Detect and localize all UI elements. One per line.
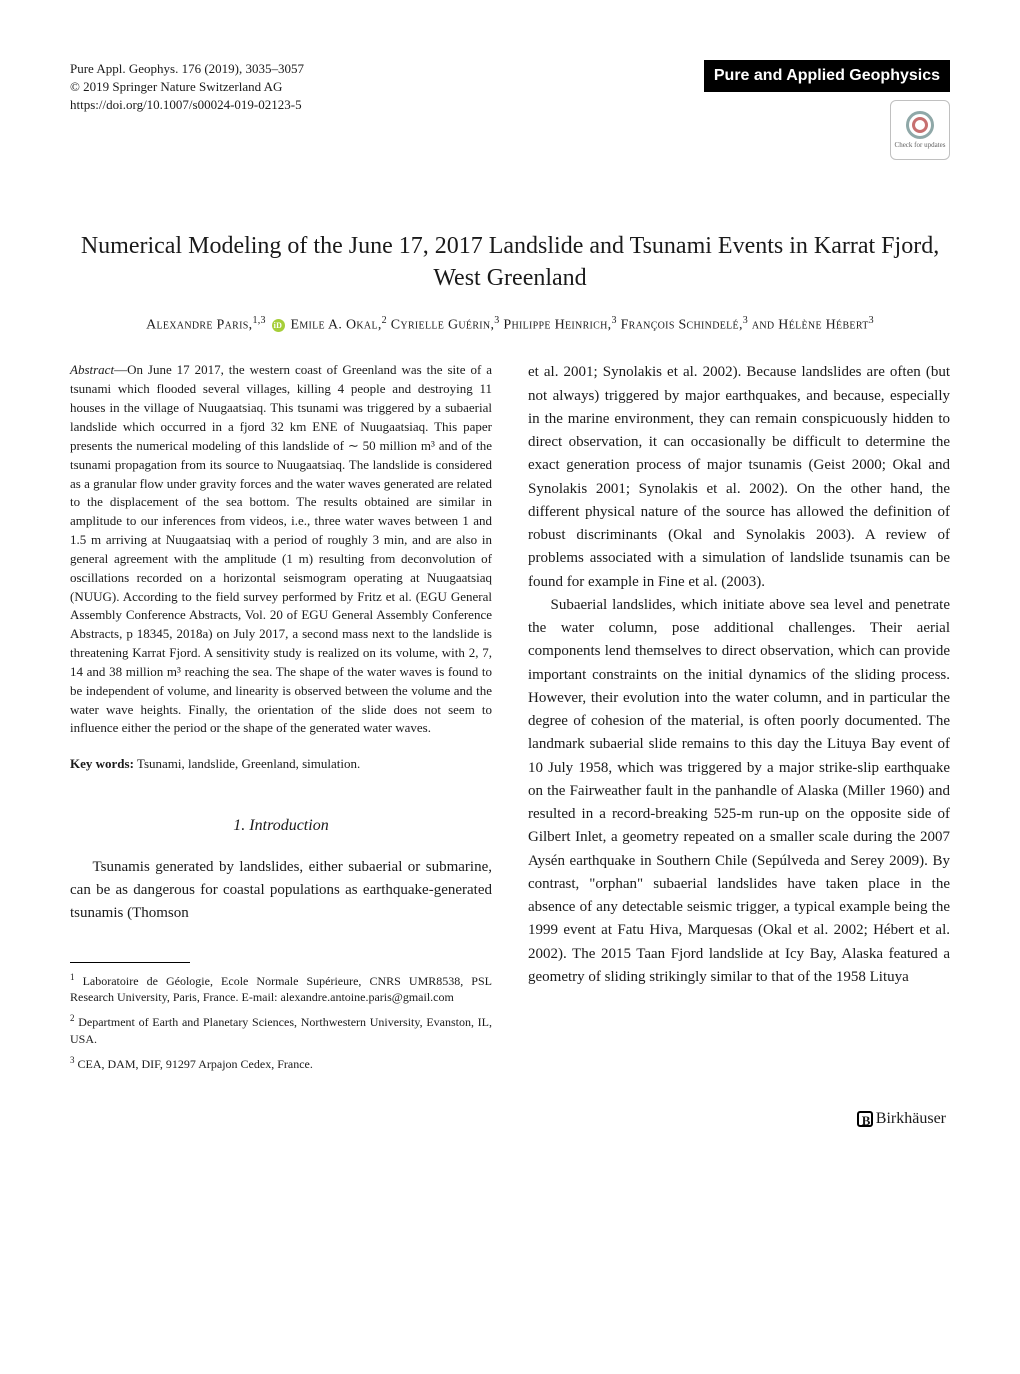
affiliation-ref: 3: [494, 315, 499, 326]
journal-meta-right: Pure and Applied Geophysics Check for up…: [704, 60, 950, 160]
footnote-text: Department of Earth and Planetary Scienc…: [70, 1015, 492, 1046]
keywords-text: Tsunami, landslide, Greenland, simulatio…: [134, 756, 360, 771]
doi-link[interactable]: https://doi.org/10.1007/s00024-019-02123…: [70, 96, 304, 114]
abstract-text: —On June 17 2017, the western coast of G…: [70, 362, 492, 735]
affiliation-ref: 2: [382, 315, 387, 326]
abstract-label: Abstract: [70, 362, 114, 377]
intro-paragraph-1: Tsunamis generated by landslides, either…: [70, 856, 492, 926]
left-column: Abstract—On June 17 2017, the western co…: [70, 361, 492, 1078]
journal-title: Pure and Applied Geophysics: [704, 60, 950, 92]
footnote-marker: 3: [70, 1055, 75, 1065]
orcid-icon[interactable]: [272, 319, 285, 332]
birkhauser-icon: [857, 1111, 873, 1127]
affiliation-ref: 3: [869, 315, 874, 326]
keywords-label: Key words:: [70, 756, 134, 771]
publisher-name: Birkhäuser: [876, 1110, 946, 1127]
affiliation-ref: 3: [743, 315, 748, 326]
footnote-marker: 1: [70, 972, 75, 982]
footnote-separator: [70, 962, 190, 963]
author: Philippe Heinrich,: [503, 317, 611, 332]
article-title: Numerical Modeling of the June 17, 2017 …: [70, 230, 950, 295]
author-and: and: [752, 317, 775, 332]
keywords: Key words: Tsunami, landslide, Greenland…: [70, 754, 492, 774]
footnote-marker: 2: [70, 1013, 75, 1023]
journal-reference: Pure Appl. Geophys. 176 (2019), 3035–305…: [70, 60, 304, 78]
affiliation-footnote: 1 Laboratoire de Géologie, Ecole Normale…: [70, 971, 492, 1007]
affiliation-footnote: 2 Department of Earth and Planetary Scie…: [70, 1012, 492, 1048]
footnote-text: CEA, DAM, DIF, 91297 Arpajon Cedex, Fran…: [78, 1057, 313, 1071]
crossmark-label: Check for updates: [895, 142, 946, 150]
section-heading-introduction: 1. Introduction: [70, 814, 492, 838]
crossmark-badge[interactable]: Check for updates: [890, 100, 950, 160]
intro-paragraph-2: Subaerial landslides, which initiate abo…: [528, 594, 950, 989]
author: Emile A. Okal,: [290, 317, 381, 332]
affiliation-ref: 1,3: [252, 315, 265, 326]
author: François Schindelé,: [621, 317, 743, 332]
publisher-footer: Birkhäuser: [70, 1107, 950, 1131]
author: Hélène Hébert: [778, 317, 868, 332]
crossmark-icon: [906, 111, 934, 139]
author: Alexandre Paris,: [146, 317, 252, 332]
footnote-text: Laboratoire de Géologie, Ecole Normale S…: [70, 974, 492, 1005]
author-list: Alexandre Paris,1,3 Emile A. Okal,2 Cyri…: [70, 313, 950, 336]
affiliation-footnote: 3 CEA, DAM, DIF, 91297 Arpajon Cedex, Fr…: [70, 1054, 492, 1073]
affiliation-ref: 3: [611, 315, 616, 326]
author: Cyrielle Guérin,: [391, 317, 494, 332]
right-column: et al. 2001; Synolakis et al. 2002). Bec…: [528, 361, 950, 1078]
abstract: Abstract—On June 17 2017, the western co…: [70, 361, 492, 738]
header: Pure Appl. Geophys. 176 (2019), 3035–305…: [70, 60, 950, 160]
copyright-line: © 2019 Springer Nature Switzerland AG: [70, 78, 304, 96]
intro-paragraph-continued: et al. 2001; Synolakis et al. 2002). Bec…: [528, 361, 950, 594]
journal-meta-left: Pure Appl. Geophys. 176 (2019), 3035–305…: [70, 60, 304, 115]
